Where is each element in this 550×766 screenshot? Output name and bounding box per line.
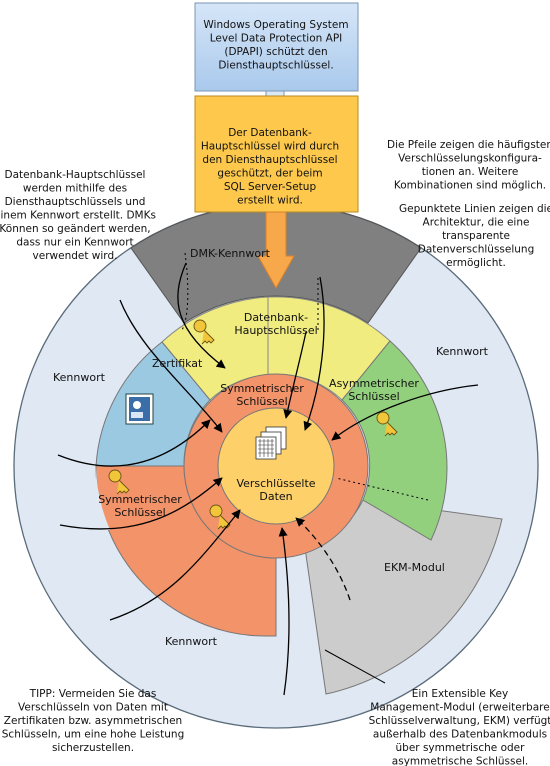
arrows-note-line: Die Pfeile zeigen die häufigsten xyxy=(387,139,550,151)
asymmetric-sector xyxy=(341,340,448,541)
dpapi-box xyxy=(194,2,359,92)
ekm-note-line: außerhalb des Datenbankmoduls xyxy=(373,729,547,741)
encrypted-label-2: Daten xyxy=(259,490,292,503)
leader-lines xyxy=(324,649,386,684)
dotted-note-line: Datenverschlüsselung xyxy=(418,244,535,256)
service-master-key-box xyxy=(194,95,359,213)
encrypted-label-1: Verschlüsselte xyxy=(236,477,315,490)
smk-to-dmk-arrow xyxy=(257,211,295,290)
dotted-note-line: transparente xyxy=(442,230,510,242)
arrows-note-line: Verschlüsselungskonfigura- xyxy=(398,153,542,165)
symmetric-inner-label-2: Schlüssel xyxy=(236,395,287,408)
dmk-label-2: Hauptschlüssel xyxy=(234,324,317,337)
symmetric-inner-label-1: Symmetrischer xyxy=(220,382,304,395)
tip-note-line: Verschlüsseln von Daten mit xyxy=(18,702,168,714)
symmetric-outer-label-2: Schlüssel xyxy=(114,506,165,519)
smk-text-line: Hauptschlüssel wird durch xyxy=(201,141,339,153)
dmk-note-line: Datenbank-Hauptschlüssel xyxy=(5,169,146,181)
ekm-label: EKM-Modul xyxy=(384,561,445,574)
smk-text-line: SQL Server-Setup xyxy=(224,181,317,193)
asymmetric-label-1: Asymmetrischer xyxy=(329,377,419,390)
tip-note-line: TIPP: Vermeiden Sie das xyxy=(29,688,157,700)
dpapi-text-line: Windows Operating System xyxy=(203,19,348,31)
dotted-note-line: Gepunktete Linien zeigen die xyxy=(399,203,550,215)
smk-text-line: Der Datenbank- xyxy=(228,127,312,139)
dmk-password-label: DMK-Kennwort xyxy=(190,247,271,260)
certificate-icon xyxy=(125,393,154,425)
arrows-note-line: tionen an. Weitere xyxy=(422,166,519,178)
dpapi-text-line: (DPAPI) schützt den xyxy=(224,46,327,58)
ekm-note-line: Schlüsselverwaltung, EKM) verfügt xyxy=(369,715,550,727)
ekm-note-line: über symmetrische oder xyxy=(396,742,526,754)
dotted-note-line: ermöglicht. xyxy=(446,257,506,269)
tip-note-line: sicherzustellen. xyxy=(52,742,134,754)
encryption-arrows xyxy=(57,262,479,696)
dmk-note-line: einem Kennwort erstellt. DMKs xyxy=(0,210,156,222)
smk-text-line: den Diensthauptschlüssel xyxy=(202,154,337,166)
dmk-note-line: Können so geändert werden, xyxy=(0,223,151,235)
encrypted-data-icon xyxy=(255,426,287,460)
dmk-label-1: Datenbank- xyxy=(244,311,308,324)
key-icon xyxy=(376,411,398,437)
key-icon xyxy=(193,319,215,345)
smk-text-line: erstellt wird. xyxy=(237,195,303,207)
symmetric-outer-label-1: Symmetrischer xyxy=(98,493,182,506)
encrypted-data-core xyxy=(217,407,335,525)
arrows-note-line: Kombinationen sind möglich. xyxy=(394,180,546,192)
ekm-dashed-arrow xyxy=(295,517,351,601)
dpapi-text-line: Diensthauptschlüssel. xyxy=(218,60,333,72)
password-left-label: Kennwort xyxy=(53,371,106,384)
ekm-note-line: Management-Modul (erweiterbare xyxy=(370,702,549,714)
password-right-label: Kennwort xyxy=(436,345,489,358)
tip-note-line: Zertifikaten bzw. asymmetrischen xyxy=(4,715,182,727)
smk-text-line: geschützt, der beim xyxy=(217,168,322,180)
password-bottom-label: Kennwort xyxy=(165,635,218,648)
asymmetric-label-2: Schlüssel xyxy=(348,390,399,403)
dotted-note-line: Architektur, die eine xyxy=(423,217,530,229)
dmk-note-line: werden mithilfe des xyxy=(23,183,127,195)
tip-note-line: Schlüsseln, um eine hohe Leistung xyxy=(2,729,185,741)
dmk-note-line: Diensthauptschlüssels und xyxy=(5,196,146,208)
dpapi-text-line: Level Data Protection API xyxy=(210,33,343,45)
certificate-label: Zertifikat xyxy=(152,357,203,370)
dmk-note-line: verwendet wird. xyxy=(33,250,118,262)
ekm-note-line: Ein Extensible Key xyxy=(412,688,508,700)
ekm-note-line: asymmetrische Schlüssel. xyxy=(392,756,528,766)
dmk-note-line: dass nur ein Kennwort xyxy=(16,237,133,249)
dotted-line xyxy=(335,477,429,501)
key-icon xyxy=(108,469,130,495)
dotted-line xyxy=(181,252,189,331)
